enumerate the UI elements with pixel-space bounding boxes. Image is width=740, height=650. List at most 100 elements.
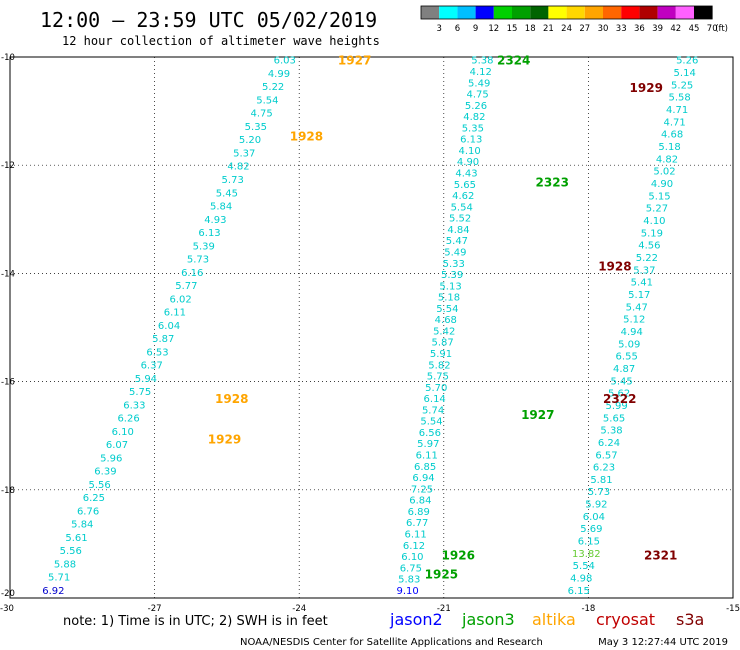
legend-jason3: jason3 [461, 610, 515, 629]
wave-height-label: 5.19 [641, 228, 663, 239]
wave-height-label: 4.68 [661, 130, 683, 141]
footer-legend: note: 1) Time is in UTC; 2) SWH is in fe… [63, 610, 728, 648]
pass-time-label: 2321 [644, 549, 677, 563]
wave-height-label: 13.82 [572, 549, 601, 560]
wave-height-label: 6.37 [141, 361, 163, 372]
wave-height-label: 5.74 [422, 405, 444, 416]
color-scale-label: 21 [543, 24, 554, 34]
legend-altika: altika [532, 610, 576, 629]
color-scale-label: 42 [670, 24, 681, 34]
wave-height-label: 5.73 [222, 175, 244, 186]
chart-subtitle: 12 hour collection of altimeter wave hei… [62, 34, 380, 48]
pass-time-label: 1925 [425, 568, 458, 582]
wave-height-label: 5.18 [658, 142, 680, 153]
pass-time-label: 1927 [338, 54, 371, 68]
wave-height-label: 5.14 [674, 68, 696, 79]
wave-height-label: 6.76 [77, 506, 99, 517]
wave-height-label: 5.45 [216, 188, 238, 199]
y-tick-label: -18 [1, 486, 15, 496]
wave-height-label: 6.10 [401, 552, 423, 563]
wave-height-label: 4.82 [227, 162, 249, 173]
wave-height-label: 5.39 [193, 241, 215, 252]
wave-height-label: 5.61 [65, 533, 87, 544]
y-tick-label: -14 [1, 269, 15, 279]
wave-height-label: 6.24 [598, 438, 620, 449]
credit-line: NOAA/NESDIS Center for Satellite Applica… [240, 637, 543, 648]
pass-time-label: 1928 [598, 259, 631, 273]
wave-height-label: 6.57 [595, 450, 617, 461]
pass-time-label: 1929 [208, 432, 241, 446]
color-swatch [421, 6, 440, 19]
wave-height-label: 5.58 [669, 93, 691, 104]
wave-height-label: 5.49 [444, 247, 466, 258]
wave-height-label: 6.11 [416, 451, 438, 462]
pass-time-label: 1927 [521, 408, 554, 422]
wave-height-label: 5.27 [646, 204, 668, 215]
y-tick-label: -20 [1, 589, 15, 599]
wave-height-label: 5.54 [451, 202, 473, 213]
wave-height-label: 6.77 [406, 518, 428, 529]
wave-height-label: 5.22 [262, 82, 284, 93]
y-tick-label: -10 [1, 53, 15, 63]
wave-height-label: 6.04 [583, 512, 605, 523]
color-swatch [639, 6, 658, 19]
plot-frame [9, 56, 734, 599]
wave-height-label: 6.12 [403, 541, 425, 552]
wave-height-label: 4.43 [455, 169, 477, 180]
wave-height-label: 6.23 [593, 463, 615, 474]
wave-height-label: 6.26 [117, 414, 139, 425]
wave-height-label: 5.84 [71, 520, 93, 531]
y-tick-label: -16 [1, 378, 15, 388]
wave-height-label: 7.25 [411, 484, 433, 495]
wave-height-label: 5.17 [628, 290, 650, 301]
color-swatch [621, 6, 640, 19]
wave-height-label: 5.84 [210, 202, 232, 213]
wave-height-label: 6.13 [460, 135, 482, 146]
wave-height-label: 5.49 [468, 78, 490, 89]
wave-height-label: 4.71 [663, 117, 685, 128]
wave-height-label: 6.11 [404, 529, 426, 540]
wave-height-label: 5.37 [233, 148, 255, 159]
footnote: note: 1) Time is in UTC; 2) SWH is in fe… [63, 614, 328, 629]
wave-height-label: 6.39 [94, 467, 116, 478]
wave-height-label: 4.12 [470, 67, 492, 78]
wave-height-label: 5.99 [605, 401, 627, 412]
wave-height-label: 5.35 [462, 123, 484, 134]
wave-height-label: 4.68 [435, 315, 457, 326]
x-tick-label: -21 [437, 604, 451, 614]
wave-height-label: 5.54 [436, 304, 458, 315]
wave-height-label: 5.38 [600, 426, 622, 437]
color-swatch [457, 6, 476, 19]
wave-height-label: 5.87 [431, 338, 453, 349]
pass-time-label: 1926 [442, 549, 475, 563]
wave-height-label: 5.47 [626, 302, 648, 313]
wave-height-label: 5.15 [648, 191, 670, 202]
wave-height-label: 6.03 [274, 56, 296, 67]
wave-height-label: 5.77 [175, 281, 197, 292]
color-swatch [584, 6, 603, 19]
wave-height-label: 4.87 [613, 364, 635, 375]
wave-height-label: 4.75 [250, 109, 272, 120]
color-scale-label: 6 [455, 24, 460, 34]
wave-height-label: 4.10 [643, 216, 665, 227]
wave-height-label: 4.90 [651, 179, 673, 190]
wave-height-label: 5.25 [671, 80, 693, 91]
wave-height-label: 6.25 [83, 493, 105, 504]
color-swatch [475, 6, 494, 19]
generated-timestamp: May 3 12:27:44 UTC 2019 [598, 637, 728, 648]
y-tick-label: -12 [1, 161, 15, 171]
wave-height-label: 5.87 [152, 334, 174, 345]
wave-height-label: 5.83 [398, 575, 420, 586]
pass-time-label: 1929 [630, 81, 663, 95]
wave-height-label: 6.56 [419, 428, 441, 439]
wave-height-label: 5.18 [438, 293, 460, 304]
wave-height-label: 5.37 [633, 265, 655, 276]
wave-height-label: 4.75 [466, 90, 488, 101]
color-scale-label: 70 [707, 24, 718, 34]
wave-height-label: 6.53 [146, 347, 168, 358]
wave-height-label: 5.62 [608, 389, 630, 400]
wave-height-label: 6.55 [616, 352, 638, 363]
wave-height-label: 5.73 [187, 255, 209, 266]
wave-height-label: 9.10 [397, 586, 419, 597]
